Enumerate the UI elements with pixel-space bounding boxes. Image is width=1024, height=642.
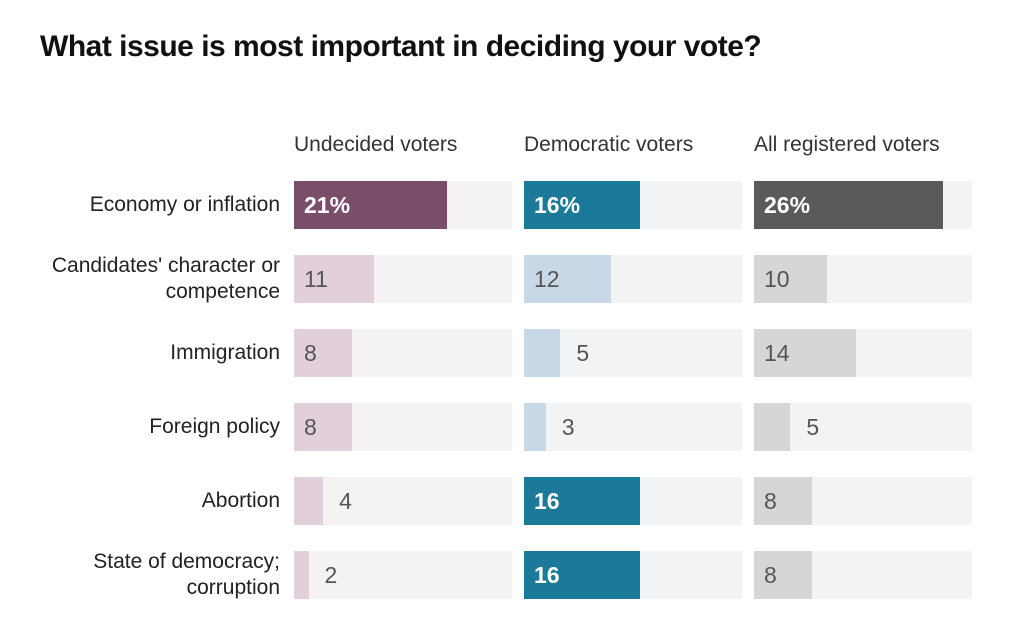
row-labels-column: Economy or inflationCandidates' characte…: [40, 104, 294, 612]
bar-value-label: 16: [524, 488, 560, 515]
bar-value-label: 11: [294, 266, 328, 293]
bar-cell: 4: [294, 464, 512, 538]
chart-title: What issue is most important in deciding…: [40, 30, 984, 64]
bar-fill: [294, 551, 309, 599]
row-label: Candidates' character or competence: [40, 242, 294, 316]
bar-track: [294, 403, 512, 451]
bar-cell: 12: [524, 242, 742, 316]
bar-cell: 10: [754, 242, 972, 316]
bar-cell: 8: [754, 464, 972, 538]
bar-value-label: 21%: [294, 192, 350, 219]
bar-track: [524, 329, 742, 377]
bar-track: [754, 477, 972, 525]
bar-value-label: 8: [754, 488, 777, 515]
bar-cell: 21%: [294, 168, 512, 242]
bar-cell: 8: [294, 390, 512, 464]
bar-cell: 5: [524, 316, 742, 390]
row-label: Abortion: [40, 464, 294, 538]
bar-cell: 5: [754, 390, 972, 464]
column-header: Democratic voters: [524, 104, 742, 168]
bar-value-label: 4: [331, 488, 352, 515]
bar-cell: 16%: [524, 168, 742, 242]
bar-track: [754, 551, 972, 599]
data-columns: Undecided voters 21% 11 8 8 4 2 Democratic vote…: [294, 104, 984, 612]
bar-value-label: 16%: [524, 192, 580, 219]
bar-fill: [294, 477, 323, 525]
bar-fill: [524, 329, 560, 377]
bar-cell: 14: [754, 316, 972, 390]
bar-track: [294, 329, 512, 377]
bar-value-label: 5: [798, 414, 819, 441]
bar-cell: 16: [524, 538, 742, 612]
bar-cell: 3: [524, 390, 742, 464]
bar-value-label: 3: [554, 414, 575, 441]
data-column-registered: All registered voters 26% 10 14 5 8 8: [754, 104, 972, 612]
row-label: Economy or inflation: [40, 168, 294, 242]
bar-cell: 2: [294, 538, 512, 612]
bar-value-label: 16: [524, 562, 560, 589]
bar-value-label: 14: [754, 340, 790, 367]
column-header: Undecided voters: [294, 104, 512, 168]
bar-value-label: 8: [754, 562, 777, 589]
bar-value-label: 2: [317, 562, 338, 589]
bar-value-label: 12: [524, 266, 560, 293]
bar-track: [754, 403, 972, 451]
bar-fill: [524, 403, 546, 451]
bar-value-label: 5: [568, 340, 589, 367]
bar-value-label: 8: [294, 414, 317, 441]
row-label: Foreign policy: [40, 390, 294, 464]
column-header: All registered voters: [754, 104, 972, 168]
bar-value-label: 26%: [754, 192, 810, 219]
chart-container: Economy or inflationCandidates' characte…: [40, 104, 984, 612]
bar-value-label: 8: [294, 340, 317, 367]
bar-cell: 26%: [754, 168, 972, 242]
bar-fill: [754, 403, 790, 451]
bar-cell: 11: [294, 242, 512, 316]
data-column-democratic: Democratic voters 16% 12 5 3 16 16: [524, 104, 742, 612]
data-column-undecided: Undecided voters 21% 11 8 8 4 2: [294, 104, 512, 612]
bar-cell: 8: [294, 316, 512, 390]
row-label: State of democracy; corruption: [40, 538, 294, 612]
bar-value-label: 10: [754, 266, 790, 293]
bar-cell: 8: [754, 538, 972, 612]
bar-track: [294, 477, 512, 525]
bar-cell: 16: [524, 464, 742, 538]
row-label: Immigration: [40, 316, 294, 390]
